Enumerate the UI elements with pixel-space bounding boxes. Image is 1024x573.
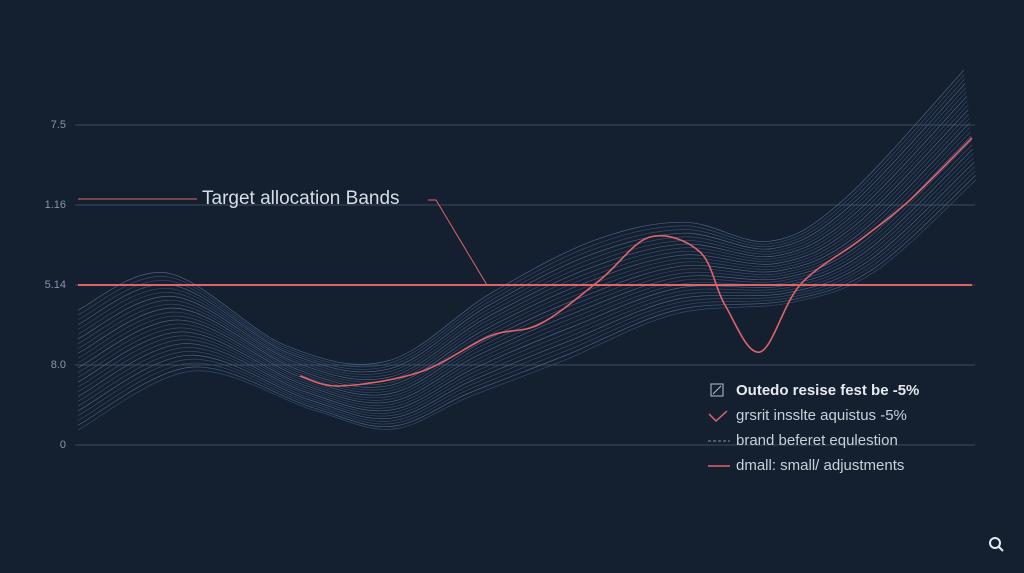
legend-item: brand beferet equlestion: [736, 432, 898, 449]
portfolio-line: [299, 137, 973, 387]
band-line: [77, 113, 970, 391]
search-icon[interactable]: [989, 537, 1001, 549]
band-line: [77, 109, 969, 388]
band-line: [77, 166, 975, 422]
band-line: [77, 157, 974, 417]
band-line: [77, 74, 965, 368]
band-line: [77, 96, 968, 381]
axis-label: 0: [60, 439, 66, 451]
band-line: [77, 126, 971, 399]
band-line: [77, 70, 965, 365]
axis-label: 8.0: [51, 359, 66, 371]
axis-label: 1.16: [45, 199, 66, 211]
band-line: [77, 122, 971, 396]
legend-icon: [712, 385, 722, 395]
bands: [77, 70, 977, 431]
band-line: [77, 135, 972, 404]
legend-item: grsrit insslte aquistus -5%: [736, 407, 907, 424]
legend-icon: [708, 410, 728, 423]
axis-label: 5.14: [45, 279, 66, 291]
band-line: [77, 175, 976, 428]
band-line: [77, 87, 967, 375]
band-line: [77, 144, 973, 409]
band-line: [77, 91, 967, 378]
band-line: [77, 78, 966, 370]
band-line: [77, 83, 966, 373]
callout-line: [428, 199, 488, 286]
band-line: [77, 148, 973, 412]
band-line: [77, 161, 975, 420]
band-line: [77, 140, 972, 406]
annotation: Target allocation Bands: [202, 188, 400, 209]
legend-item: Outedo resise fest be -5%: [736, 382, 919, 399]
search-icon[interactable]: [989, 537, 1004, 552]
search-icon[interactable]: [998, 546, 1004, 552]
band-line: [77, 100, 968, 383]
band-line: [77, 153, 974, 414]
band-line: [77, 179, 977, 431]
legend-item: dmall: small/ adjustments: [736, 457, 904, 474]
band-line: [77, 118, 970, 393]
legend: Outedo resise fest be -5% grsrit insslte…: [708, 382, 919, 474]
axis-label: 7.5: [51, 119, 66, 131]
legend-icon: [710, 383, 724, 397]
band-line: [77, 105, 969, 386]
